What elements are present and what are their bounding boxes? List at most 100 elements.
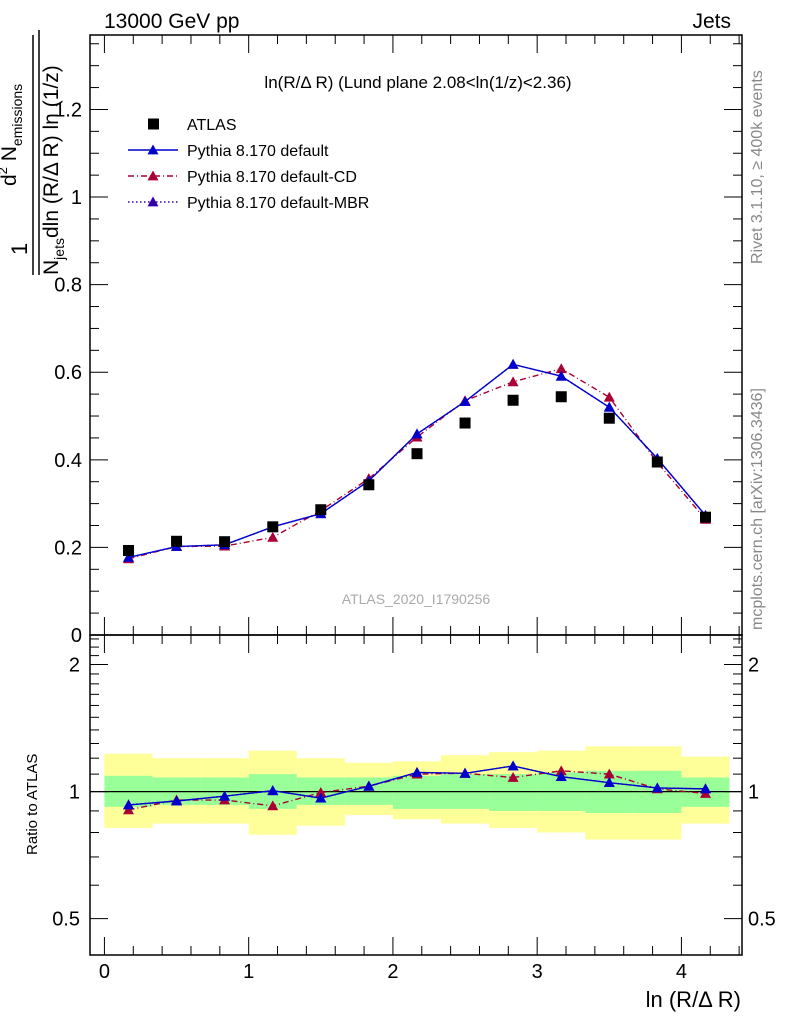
data-point [555,370,567,381]
header-energy: 13000 GeV pp [104,10,239,33]
data-point-atlas [555,391,567,403]
data-point [411,428,423,439]
main-series [123,358,712,564]
x-tick-label: 1 [243,961,254,983]
data-point-atlas [603,412,615,424]
analysis-label: ATLAS_2020_I1790256 [342,591,491,607]
ratio-ticks: 0.5 0.5 1 1 2 2 0 1 2 3 4 [52,635,776,983]
ylabel-denominator: Njetsdln (R/Δ R) ln (1/z) [40,65,67,275]
ratio-point [603,777,615,788]
y-tick-label: 0.6 [54,362,82,384]
data-point-atlas [123,544,135,556]
legend-marker [147,196,159,207]
series-line [128,363,707,559]
ratio-point [411,766,423,777]
x-tick-label: 4 [676,961,687,983]
ratio-point [555,771,567,782]
ratio-point [603,768,615,779]
data-point [603,401,615,412]
ylabel-sup-2: 2 [0,167,10,174]
ratio-point [267,785,279,796]
ratio-panel: 0.5 0.5 1 1 2 2 0 1 2 3 4 [52,634,776,983]
ylabel-d: d [0,174,21,186]
data-point-atlas [507,394,519,406]
ratio-point [123,804,135,815]
ratio-y-tick-label-right: 1 [748,782,759,804]
legend-marker [147,144,159,155]
legend: ATLAS Pythia 8.170 default Pythia 8.170 de… [128,117,369,212]
data-point-atlas [651,456,663,468]
data-point-atlas [700,511,712,523]
y-tick-label: 0 [71,625,82,647]
ratio-point [459,767,471,778]
ratio-bands [90,746,742,840]
ratio-series [123,760,712,815]
ylabel-denominator-rest: dln (R/Δ R) ln (1/z) [40,65,63,238]
ratio-point [507,760,519,771]
legend-marker-atlas [148,118,159,130]
x-tick-label: 2 [387,961,398,983]
data-point-atlas [459,417,471,429]
ylabel-numerator: d2 Nemissions [0,84,25,186]
ratio-point [267,800,279,811]
ratio-point [651,782,663,793]
data-point-atlas [363,479,375,491]
data-point [123,551,135,562]
ratio-point [363,780,375,791]
ratio-y-tick-label-right: 2 [748,655,759,677]
data-point-atlas [411,448,423,460]
data-point [603,391,615,402]
y-tick-label: 1.2 [54,99,82,121]
data-point-atlas [315,504,327,516]
ylabel-n: N [0,146,21,167]
ratio-point [555,765,567,776]
legend-marker [147,170,159,181]
ratio-point [507,771,519,782]
y-tick-label: 0.8 [54,275,82,297]
band-inner [392,775,441,809]
header-jets: Jets [692,10,731,33]
ratio-point [219,790,231,801]
mcplots-label: mcplots.cern.ch [arXiv:1306.3436] [749,388,766,630]
ratio-frame [89,634,743,956]
ylabel-jets: jets [51,238,67,261]
x-tick-label: 0 [99,961,110,983]
series-line [128,367,707,560]
ratio-y-tick-label: 1 [69,782,80,804]
x-axis-label: ln (R/Δ R) [646,987,741,1012]
ratio-y-tick-label: 2 [69,655,80,677]
series-line [128,363,707,559]
legend-label: Pythia 8.170 default-CD [187,169,357,186]
ratio-point [123,799,135,810]
y-tick-label: 0.4 [54,450,82,472]
plot-title: ln(R/Δ R) (Lund plane 2.08<ln(1/z)<2.36) [264,73,571,92]
data-point-atlas [267,521,279,533]
ratio-point [315,792,327,803]
x-tick-label: 3 [532,961,543,983]
ratio-y-tick-label-right: 0.5 [748,909,776,931]
legend-label: Pythia 8.170 default [187,143,329,160]
ratio-y-tick-label: 0.5 [52,909,80,931]
data-point [507,358,519,369]
main-y-axis-label: 1 d2 Nemissions Njetsdln (R/Δ R) ln (1/z… [0,30,67,275]
ratio-point [315,787,327,797]
y-tick-label: 0.2 [54,537,82,559]
main-panel: 0 0.2 0.4 0.6 0.8 1 1.2 ln(R/Δ R) (Lund plane … [54,34,743,647]
ylabel-n2: N [40,260,63,275]
legend-label: Pythia 8.170 default-MBR [187,195,369,212]
data-point-atlas [171,535,183,547]
ratio-y-axis-label: Ratio to ATLAS [24,754,41,855]
data-point [555,363,567,374]
ylabel-emissions: emissions [9,84,25,146]
main-ticks: 0 0.2 0.4 0.6 0.8 1 1.2 [54,35,742,647]
data-point [267,531,279,542]
rivet-label: Rivet 3.1.10, ≥ 400k events [749,70,766,264]
ratio-point [700,783,712,794]
legend-label: ATLAS [187,117,237,134]
data-point-atlas [219,536,231,548]
y-tick-label: 1 [71,187,82,209]
ratio-point [171,795,183,806]
ylabel-numerator-one: 1 [7,243,32,255]
data-point [507,376,519,387]
